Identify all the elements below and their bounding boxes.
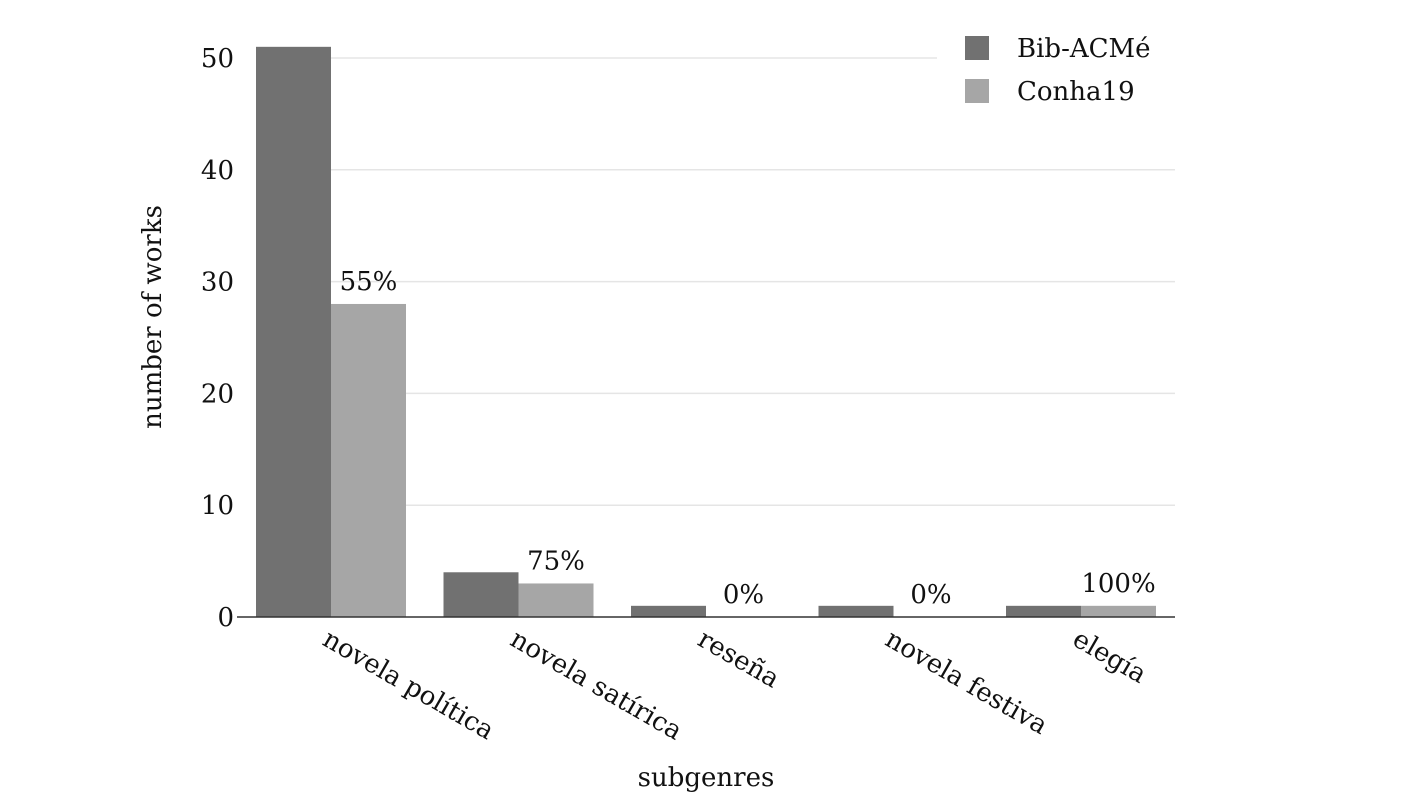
- x-tick-labels: novela política novela satírica reseña nove…: [318, 624, 1152, 746]
- bar-labels: 55% 75% 0% 0% 100%: [340, 267, 1156, 610]
- y-tick-label: 0: [217, 603, 234, 633]
- x-tick-label: novela festiva: [880, 624, 1053, 741]
- legend-swatch: [965, 79, 989, 103]
- legend-entry: Conha19: [1017, 77, 1135, 107]
- bar: [631, 605, 706, 617]
- legend: Bib-ACMé Conha19: [965, 34, 1151, 107]
- legend-entry: Bib-ACMé: [1017, 34, 1151, 64]
- x-tick-label: elegía: [1068, 624, 1152, 690]
- bar-data-label: 0%: [910, 580, 951, 610]
- bars: [256, 46, 1156, 617]
- x-tick-label: novela política: [318, 624, 500, 746]
- bar: [1006, 605, 1081, 617]
- legend-swatch: [965, 36, 989, 60]
- bar: [518, 583, 594, 617]
- gridlines: [330, 57, 1175, 506]
- y-tick-label: 30: [201, 268, 234, 298]
- x-axis-label: subgenres: [638, 763, 775, 793]
- y-tick-label: 40: [201, 156, 234, 186]
- y-tick-label: 10: [201, 491, 234, 521]
- bar: [256, 46, 331, 617]
- y-tick-label: 50: [201, 44, 234, 74]
- y-axis-label: number of works: [138, 205, 168, 429]
- x-tick-label: novela satírica: [505, 624, 687, 746]
- bar-data-label: 75%: [527, 546, 585, 576]
- bar-data-label: 0%: [723, 580, 764, 610]
- bar: [443, 572, 519, 617]
- bar: [1081, 605, 1156, 617]
- x-tick-label: reseña: [693, 624, 785, 694]
- bar-data-label: 100%: [1081, 569, 1155, 599]
- y-tick-label: 20: [201, 379, 234, 409]
- bar-data-label: 55%: [340, 267, 398, 297]
- y-tick-labels: 0 10 20 30 40 50: [201, 44, 234, 633]
- bar: [818, 605, 894, 617]
- bar: [331, 303, 406, 617]
